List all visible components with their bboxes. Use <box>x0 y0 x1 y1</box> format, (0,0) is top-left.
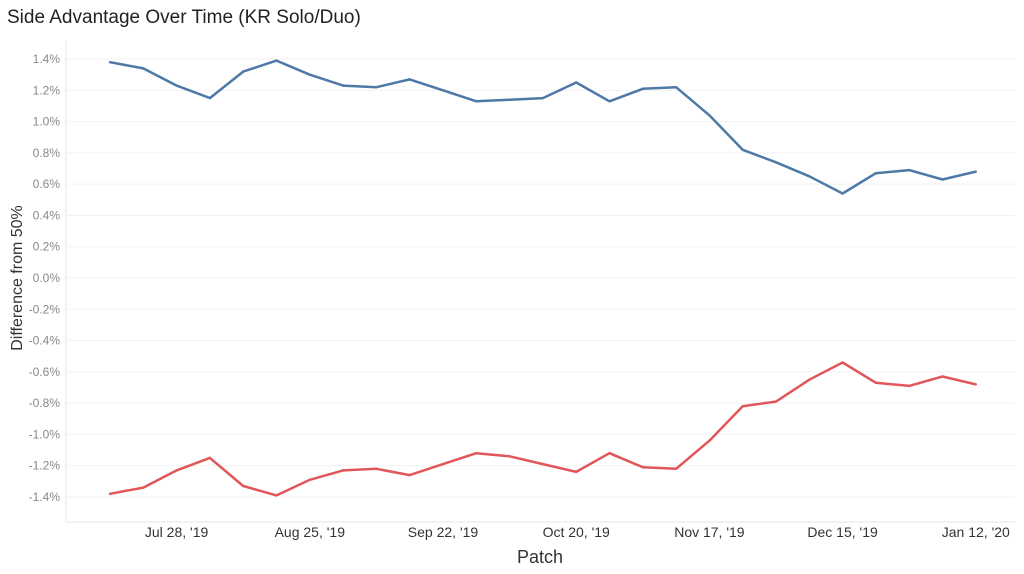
data-point <box>641 87 644 90</box>
x-tick-label: Jan 12, '20 <box>942 524 1010 540</box>
data-point <box>841 192 844 195</box>
data-point <box>774 161 778 164</box>
y-axis-label: Difference from 50% <box>9 205 26 351</box>
data-point <box>142 67 145 70</box>
data-point <box>741 148 744 151</box>
data-point <box>808 378 811 381</box>
y-tick-label: 1.4% <box>33 52 61 66</box>
data-point <box>242 484 245 488</box>
data-point <box>674 85 678 89</box>
data-point <box>208 456 212 460</box>
data-point <box>575 470 578 474</box>
data-point <box>874 172 878 175</box>
x-tick-label: Sep 22, '19 <box>408 524 479 540</box>
chart-title: Side Advantage Over Time (KR Solo/Duo) <box>7 7 361 28</box>
data-point <box>941 178 944 181</box>
y-tick-label: 1.0% <box>33 115 61 129</box>
data-point <box>408 78 411 81</box>
y-tick-label: 0.2% <box>33 240 61 254</box>
y-tick-label: -1.0% <box>29 427 61 441</box>
data-point <box>341 469 345 472</box>
data-point <box>508 98 511 101</box>
data-point <box>375 467 378 471</box>
data-point <box>608 451 611 455</box>
series-line-0 <box>109 59 977 195</box>
data-point <box>841 361 844 364</box>
data-point <box>108 492 112 496</box>
y-tick-label: -0.2% <box>29 302 61 316</box>
x-tick-label: Nov 17, '19 <box>674 524 745 540</box>
data-point <box>375 85 378 89</box>
data-point <box>541 462 545 466</box>
data-point <box>308 73 311 76</box>
x-tick-label: Jul 28, '19 <box>145 524 209 540</box>
data-point <box>541 96 545 100</box>
data-point <box>275 59 278 62</box>
data-point <box>275 494 278 497</box>
y-tick-label: 0.4% <box>33 208 61 222</box>
data-point <box>408 473 411 477</box>
data-point <box>974 383 977 386</box>
y-tick-label: -0.6% <box>29 365 61 379</box>
y-tick-label: -1.4% <box>29 490 61 504</box>
x-tick-label: Aug 25, '19 <box>275 524 346 540</box>
data-point <box>575 81 578 84</box>
x-tick-label: Oct 20, '19 <box>543 524 610 540</box>
data-point <box>908 384 911 388</box>
data-point <box>441 462 445 466</box>
series-line-1 <box>109 361 977 497</box>
data-point <box>208 96 212 100</box>
data-point <box>475 451 478 455</box>
gridlines <box>65 40 1015 523</box>
data-point <box>874 381 878 384</box>
data-point <box>441 89 445 92</box>
data-point <box>974 170 977 173</box>
data-point <box>674 467 678 471</box>
data-point <box>508 455 511 458</box>
data-point <box>175 469 178 472</box>
y-tick-label: 1.2% <box>33 83 61 97</box>
data-point <box>308 478 311 481</box>
x-axis-ticks: Jul 28, '19 Aug 25, '19 Sep 22, '19 Oct 20,… <box>145 524 1010 540</box>
data-point <box>641 466 644 469</box>
y-tick-label: 0.6% <box>33 177 61 191</box>
data-point <box>108 60 112 64</box>
series-lines <box>108 59 977 497</box>
data-point <box>142 486 145 489</box>
y-tick-label: -1.2% <box>29 459 61 473</box>
x-axis-label: Patch <box>517 547 563 567</box>
data-point <box>242 70 245 73</box>
data-point <box>908 168 911 172</box>
data-point <box>941 375 944 378</box>
y-tick-label: -0.4% <box>29 334 61 348</box>
data-point <box>774 400 778 403</box>
data-point <box>741 405 744 408</box>
y-tick-label: -0.8% <box>29 396 61 410</box>
data-point <box>475 100 478 103</box>
data-point <box>175 84 178 87</box>
data-point <box>608 100 611 103</box>
y-tick-label: 0.0% <box>33 271 61 285</box>
y-tick-label: 0.8% <box>33 146 61 160</box>
data-point <box>708 114 711 117</box>
y-axis-ticks: 1.4% 1.2% 1.0% 0.8% 0.6% 0.4% 0.2% 0.0% -0.2% -0.… <box>29 52 61 504</box>
x-tick-label: Dec 15, '19 <box>807 524 878 540</box>
data-point <box>708 439 711 442</box>
data-point <box>808 175 811 178</box>
data-point <box>341 84 345 87</box>
